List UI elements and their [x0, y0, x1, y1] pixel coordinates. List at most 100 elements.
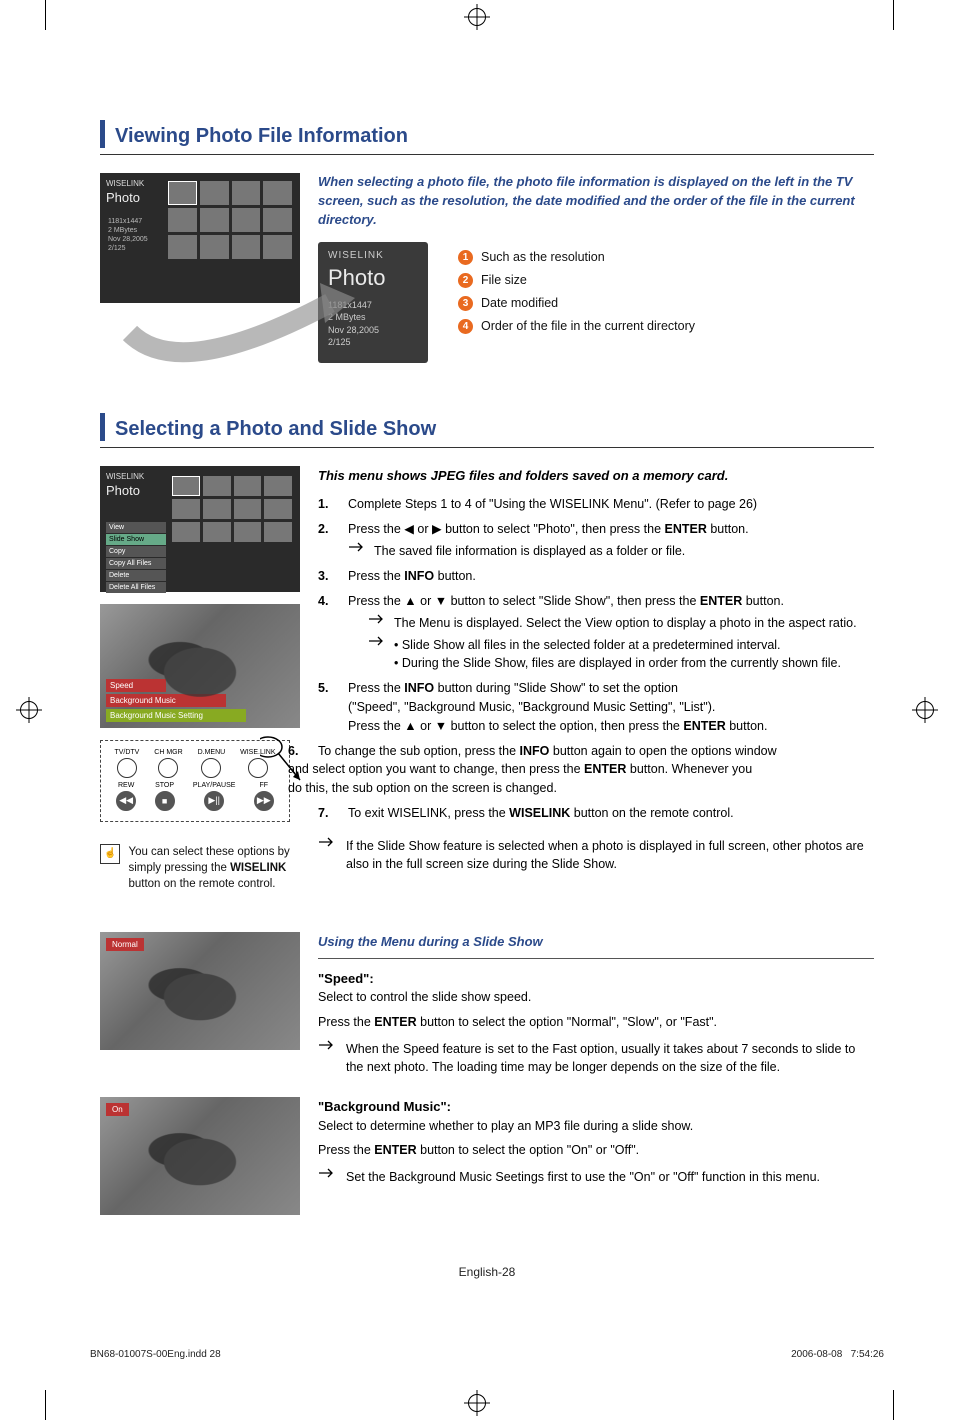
- info-panel-row: WISELINK Photo 1181x1447 2 MBytes Nov 28…: [318, 242, 874, 363]
- callout-list: 1 Such as the resolution 2 File size 3 D…: [458, 242, 695, 342]
- manual-page: Viewing Photo File Information WISELINK …: [0, 30, 954, 1319]
- pointer-icon: [318, 837, 336, 875]
- menu-item: Delete: [106, 570, 166, 581]
- remote-button-label: D.MENU: [198, 749, 226, 756]
- panel-meta-size: 2 MBytes: [328, 311, 418, 324]
- callout-text: File size: [481, 273, 527, 287]
- option-desc: Press the ENTER button to select the opt…: [318, 1013, 874, 1032]
- thumbnail-grid: [172, 476, 292, 542]
- remote-button-icon: [117, 758, 137, 778]
- right-column: Using the Menu during a Slide Show "Spee…: [318, 932, 874, 1077]
- panel-title: Photo: [328, 265, 418, 291]
- intro-text: When selecting a photo file, the photo f…: [318, 173, 874, 230]
- pointer-icon: [368, 614, 386, 633]
- callout-item: 4 Order of the file in the current direc…: [458, 319, 695, 334]
- sub-note: The Menu is displayed. Select the View o…: [348, 614, 874, 633]
- print-footer: BN68-01007S-00Eng.indd 28 2006-08-08 7:5…: [0, 1349, 954, 1360]
- tv-screenshot-slideshow: SpeedBackground MusicBackground Music Se…: [100, 604, 300, 728]
- panel-meta-date: Nov 28,2005: [328, 324, 418, 337]
- photo-info-panel: WISELINK Photo 1181x1447 2 MBytes Nov 28…: [318, 242, 428, 363]
- remote-button-icon: [158, 758, 178, 778]
- divider: [100, 447, 874, 448]
- step-7: To exit WISELINK, press the WISELINK but…: [318, 804, 874, 823]
- note-text: Set the Background Music Seetings first …: [346, 1168, 820, 1187]
- footnote-text: If the Slide Show feature is selected wh…: [346, 837, 874, 875]
- context-menu: View Slide Show Copy Copy All Files Dele…: [106, 522, 166, 594]
- step-2: Press the ◀ or ▶ button to select "Photo…: [318, 520, 874, 561]
- section2-body: WISELINK Photo View Slide Show Copy Copy…: [100, 466, 874, 892]
- pointer-icon: [368, 636, 386, 674]
- hand-icon: ☝: [100, 844, 120, 864]
- accent-bar: [100, 120, 105, 148]
- right-arrow-icon: ▶: [432, 520, 442, 539]
- option-title-bgm: "Background Music":: [318, 1097, 874, 1117]
- bgm-banner: On: [106, 1103, 129, 1116]
- sub-note-text: • Slide Show all files in the selected f…: [394, 636, 841, 674]
- panel-brand: WISELINK: [328, 250, 418, 261]
- left-column: WISELINK Photo 1181x1447 2 MBytes Nov 28…: [100, 173, 300, 363]
- menu-item-selected: Slide Show: [106, 534, 166, 545]
- crop-mark: [45, 1390, 46, 1420]
- rewind-icon: ◀◀: [116, 791, 136, 811]
- print-timestamp: 2006-08-08 7:54:26: [791, 1349, 884, 1360]
- doc-reference: BN68-01007S-00Eng.indd 28: [90, 1349, 221, 1360]
- note: When the Speed feature is set to the Fas…: [318, 1040, 874, 1078]
- section-heading: Viewing Photo File Information: [100, 120, 874, 148]
- page-number: English-28: [100, 1265, 874, 1279]
- callout-item: 2 File size: [458, 273, 695, 288]
- step-1: Complete Steps 1 to 4 of "Using the WISE…: [318, 495, 874, 514]
- option-desc: Select to determine whether to play an M…: [318, 1117, 874, 1136]
- panel-meta-order: 2/125: [328, 336, 418, 349]
- menu-item: View: [106, 522, 166, 533]
- divider: [100, 154, 874, 155]
- stop-icon: ■: [155, 791, 175, 811]
- remote-row-labels: TV/DTV CH MGR D.MENU WISE.LINK: [107, 749, 283, 778]
- section2: Selecting a Photo and Slide Show WISELIN…: [100, 413, 874, 1215]
- meta-line: 1181x1447: [108, 217, 148, 226]
- remote-caption: ☝ You can select these options by simply…: [100, 844, 300, 892]
- step-5: Press the INFO button during "Slide Show…: [318, 679, 874, 736]
- remote-button-label: REW: [116, 782, 136, 789]
- meta-line: 2 MBytes: [108, 226, 148, 235]
- crop-mark: [45, 0, 46, 30]
- callout-item: 1 Such as the resolution: [458, 250, 695, 265]
- pointer-icon: [348, 542, 366, 561]
- menu-item: Delete All Files: [106, 582, 166, 593]
- callout-number-icon: 2: [458, 273, 473, 288]
- left-arrow-icon: ◀: [404, 520, 414, 539]
- sub-note: The saved file information is displayed …: [348, 542, 874, 561]
- subheading: Using the Menu during a Slide Show: [318, 932, 874, 952]
- heading-viewing-photo-info: Viewing Photo File Information: [115, 125, 408, 148]
- registration-mark-icon: [468, 1394, 486, 1412]
- accent-bar: [100, 413, 105, 441]
- slideshow-menu-section: Normal Using the Menu during a Slide Sho…: [100, 932, 874, 1215]
- left-column: On: [100, 1097, 300, 1215]
- crop-mark: [893, 0, 894, 30]
- option-desc: Select to control the slide show speed.: [318, 988, 874, 1007]
- panel-meta-resolution: 1181x1447: [328, 299, 418, 312]
- callout-text: Such as the resolution: [481, 250, 605, 264]
- section-heading: Selecting a Photo and Slide Show: [100, 413, 874, 441]
- menu-item: Copy All Files: [106, 558, 166, 569]
- callout-text: Date modified: [481, 296, 558, 310]
- thumbnail-grid: [168, 181, 292, 259]
- tv-screenshot-menu: WISELINK Photo View Slide Show Copy Copy…: [100, 466, 300, 592]
- remote-button-icon: [201, 758, 221, 778]
- down-arrow-icon: ▼: [435, 717, 447, 736]
- sub-note: • Slide Show all files in the selected f…: [348, 636, 874, 674]
- callout-text: Order of the file in the current directo…: [481, 319, 695, 333]
- tv-screenshot-bgm: On: [100, 1097, 300, 1215]
- left-column: Normal: [100, 932, 300, 1077]
- bgm-subsection: On "Background Music": Select to determi…: [100, 1097, 874, 1215]
- slideshow-options-overlay: SpeedBackground MusicBackground Music Se…: [106, 679, 240, 722]
- registration-mark-icon: [468, 8, 486, 26]
- right-column: This menu shows JPEG files and folders s…: [318, 466, 874, 892]
- callout-number-icon: 3: [458, 296, 473, 311]
- section1-body: WISELINK Photo 1181x1447 2 MBytes Nov 28…: [100, 173, 874, 363]
- remote-button-label: PLAY/PAUSE: [193, 782, 236, 789]
- step-3: Press the INFO button.: [318, 567, 874, 586]
- remote-button-label: CH MGR: [154, 749, 182, 756]
- left-column: WISELINK Photo View Slide Show Copy Copy…: [100, 466, 300, 892]
- callout-number-icon: 4: [458, 319, 473, 334]
- thumb-meta: 1181x1447 2 MBytes Nov 28,2005 2/125: [108, 217, 148, 253]
